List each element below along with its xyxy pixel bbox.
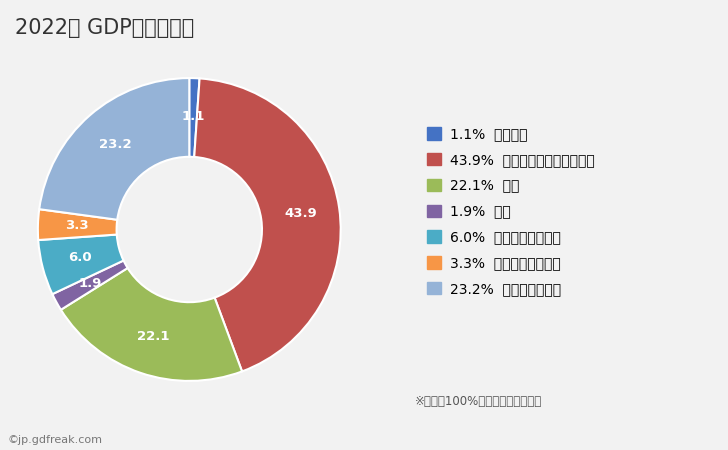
Wedge shape bbox=[38, 209, 117, 240]
Wedge shape bbox=[194, 78, 341, 371]
Wedge shape bbox=[52, 261, 127, 310]
Text: ©jp.gdfreak.com: ©jp.gdfreak.com bbox=[7, 435, 102, 445]
Wedge shape bbox=[39, 78, 189, 220]
Text: 23.2: 23.2 bbox=[99, 138, 131, 151]
Text: 43.9: 43.9 bbox=[285, 207, 317, 220]
Text: 3.3: 3.3 bbox=[65, 219, 88, 232]
Text: 22.1: 22.1 bbox=[137, 330, 169, 343]
Text: ※合計が100%にならない国がある: ※合計が100%にならない国がある bbox=[415, 395, 542, 408]
Text: 6.0: 6.0 bbox=[68, 252, 92, 265]
Legend: 1.1%  農林水産, 43.9%  鉱、電・ガス・水・熱等, 22.1%  製造, 1.9%  建設, 6.0%  商業、飲食、宿泊, 3.3%  運輸、倉庫: 1.1% 農林水産, 43.9% 鉱、電・ガス・水・熱等, 22.1% 製造, … bbox=[422, 122, 600, 302]
Wedge shape bbox=[39, 234, 124, 294]
Wedge shape bbox=[61, 268, 242, 381]
Wedge shape bbox=[189, 78, 199, 157]
Text: 1.1: 1.1 bbox=[181, 110, 205, 123]
Text: 1.9: 1.9 bbox=[79, 277, 102, 290]
Text: 2022年 GDPの産業構成: 2022年 GDPの産業構成 bbox=[15, 18, 194, 38]
